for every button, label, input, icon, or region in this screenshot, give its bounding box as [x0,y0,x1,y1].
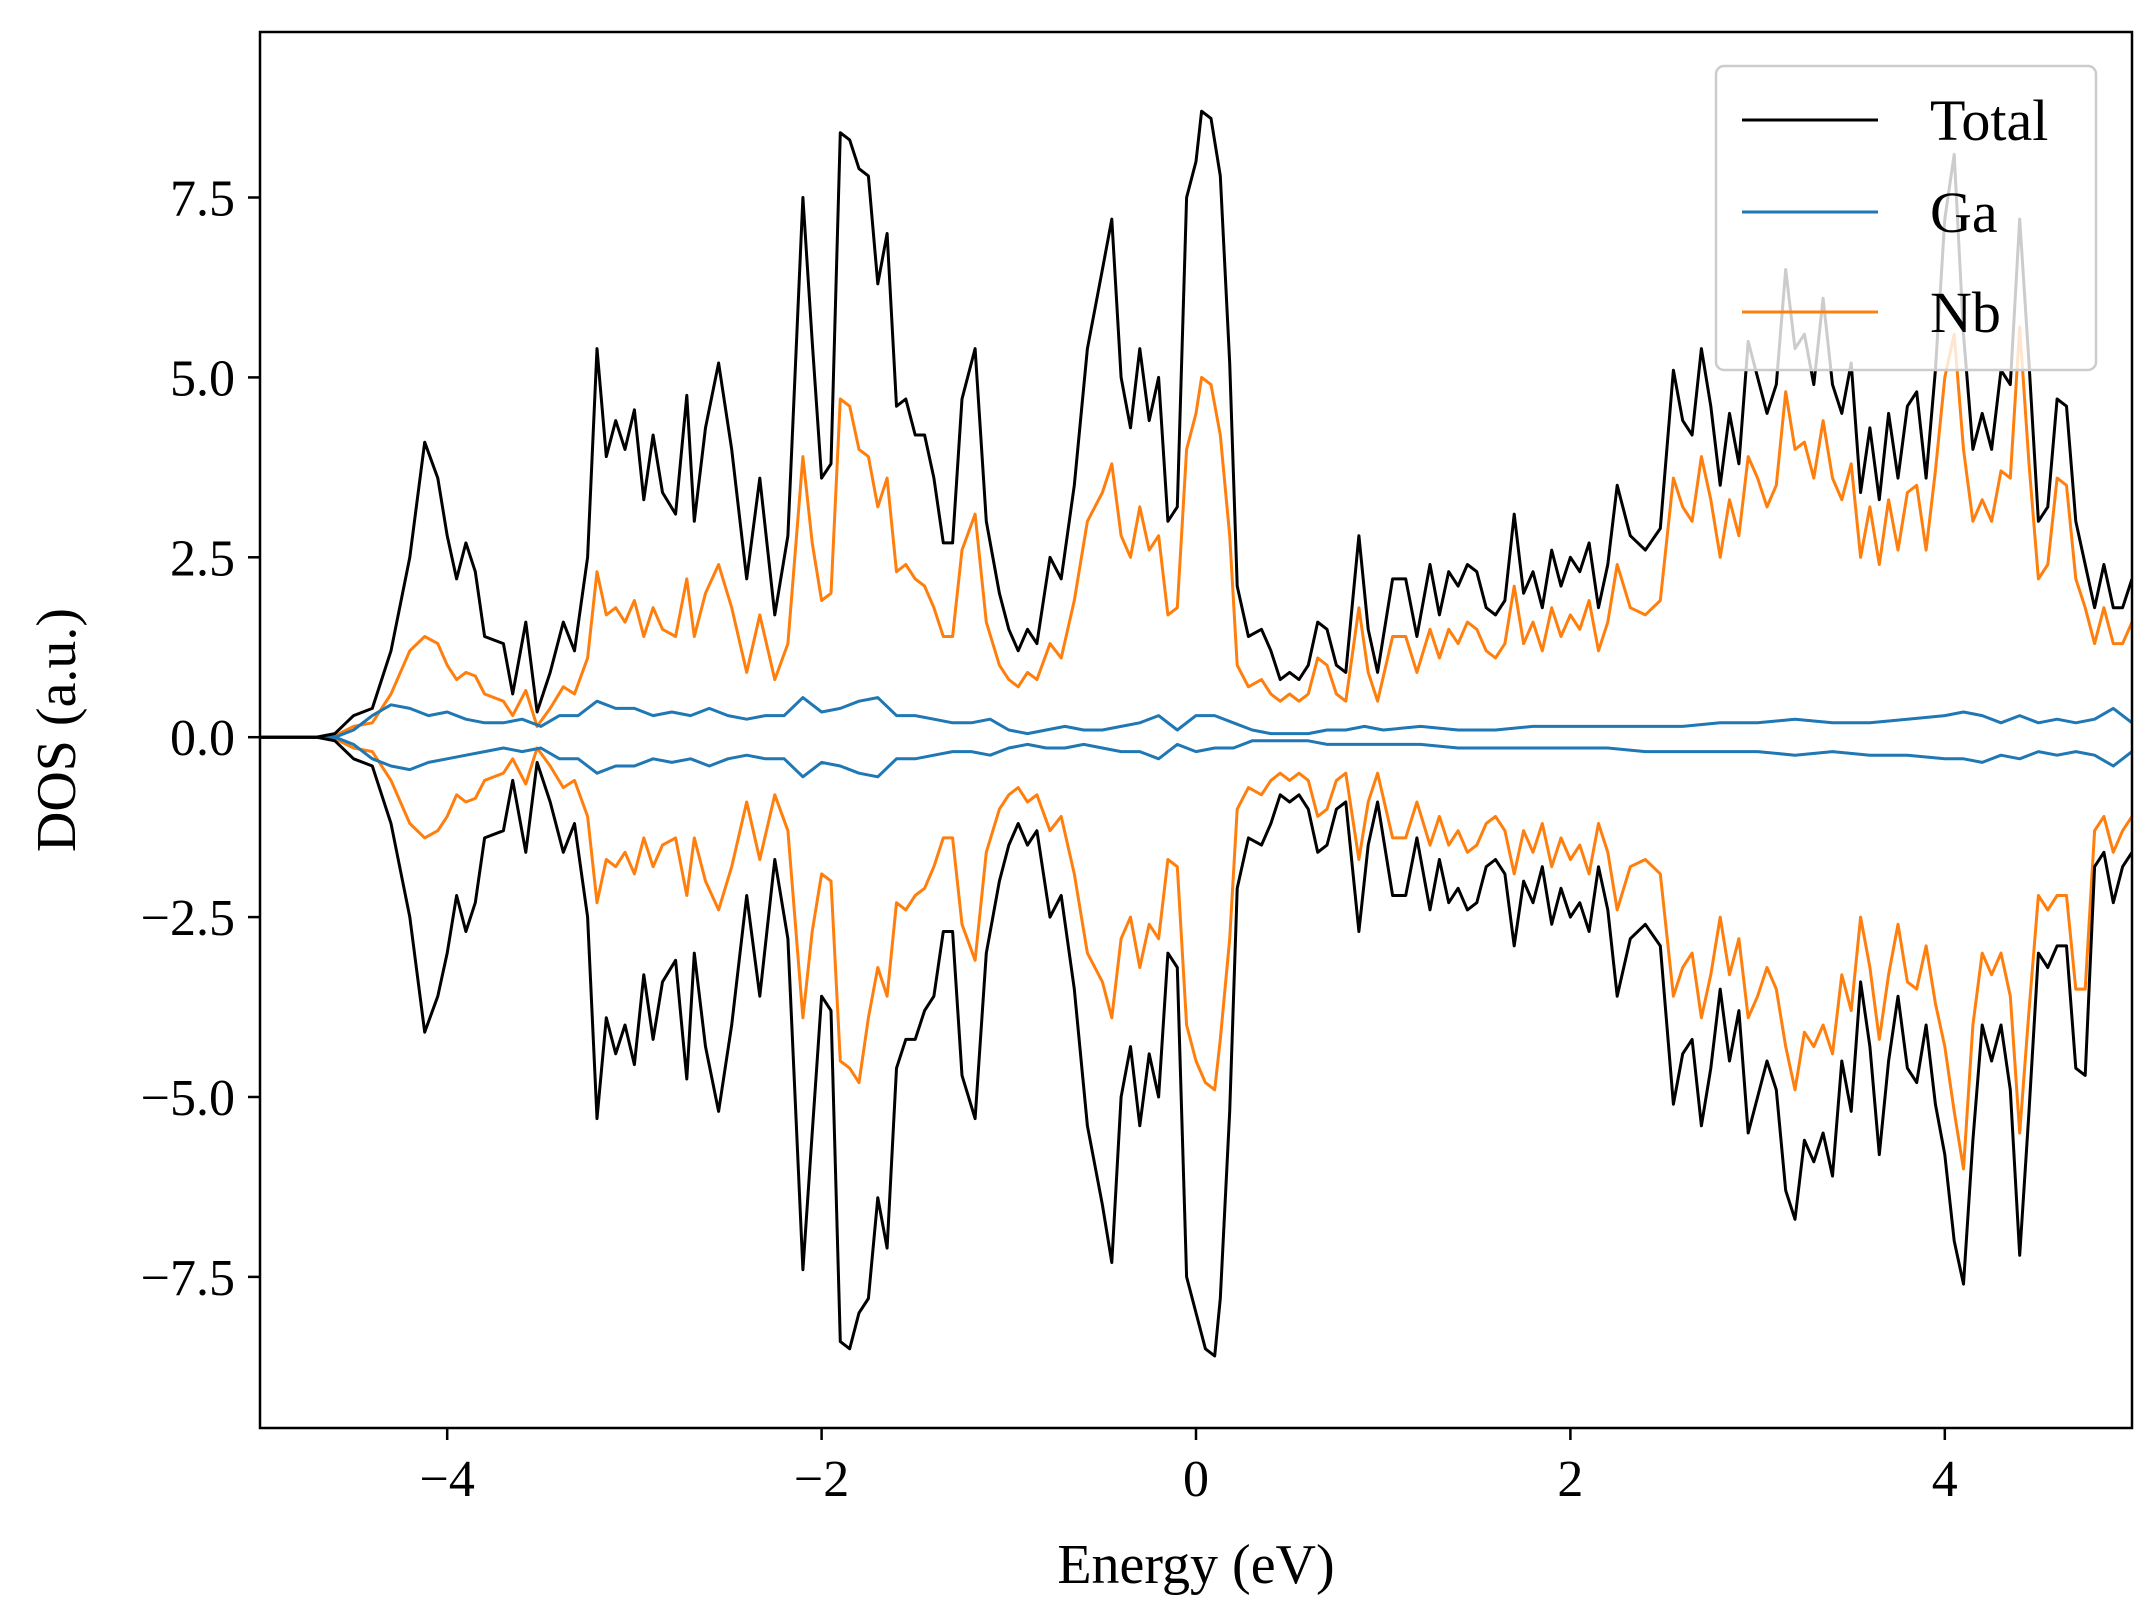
legend: Total Ga Nb [1714,64,2098,372]
y-tick-label: −7.5 [141,1250,235,1307]
legend-box [1714,64,2098,372]
series-line-total-spin-down [260,735,2132,1358]
series-layer [260,109,2132,1358]
series-line-total-spin-up [260,109,2132,739]
plot-frame [258,30,2134,1430]
series-line-ga-spin-down [260,735,2132,779]
x-axis-label: Energy (eV) [1057,1534,1334,1596]
y-tick-label: −5.0 [141,1070,235,1127]
x-tick-label: 0 [1183,1451,1209,1508]
x-tick-label: −2 [794,1451,849,1508]
y-tick-label: 7.5 [170,171,235,228]
series-line-nb-spin-down [260,735,2132,1171]
legend-label-ga: Ga [1930,180,1998,245]
legend-label-nb: Nb [1930,280,2001,345]
series-line-nb-spin-up [260,325,2132,739]
x-tick-label: 4 [1932,1451,1958,1508]
y-tick-label: 2.5 [170,530,235,587]
y-tick-label: −2.5 [141,890,235,947]
x-tick-label: −4 [420,1451,475,1508]
tick-layer: −4 −2 0 2 4 −7.5 −5.0 −2.5 0.0 2.5 5.0 7.5 [141,171,1958,1508]
legend-label-total: Total [1930,88,2048,153]
y-axis-label: DOS (a.u.) [26,608,88,852]
y-tick-label: 0.0 [170,710,235,767]
y-tick-label: 5.0 [170,350,235,407]
series-line-ga-spin-up [260,696,2132,739]
x-tick-label: 2 [1557,1451,1583,1508]
